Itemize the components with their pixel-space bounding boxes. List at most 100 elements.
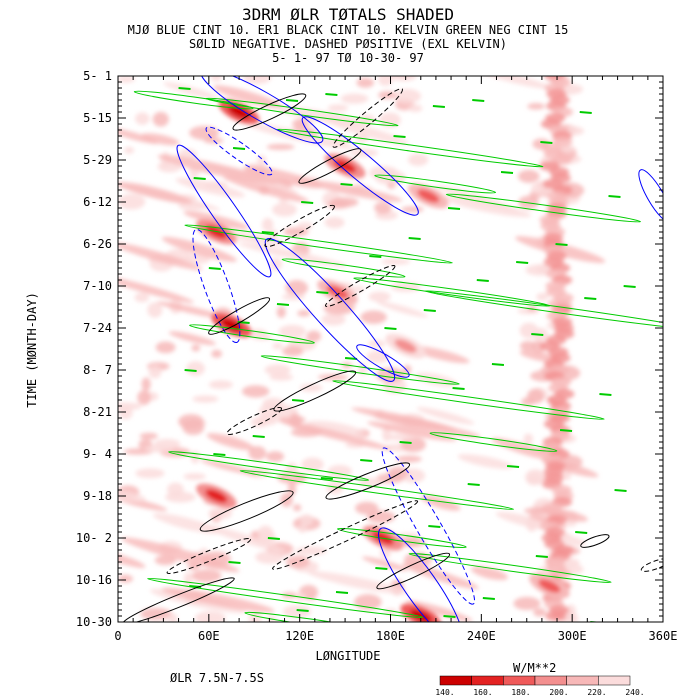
y-tick-label: 5-29 xyxy=(83,153,112,167)
olr-shade-patch xyxy=(536,292,549,301)
olr-shade-patch xyxy=(137,390,151,406)
er1-contour xyxy=(264,204,335,248)
olr-shade-patch xyxy=(276,306,286,318)
mjo-contour xyxy=(638,169,663,223)
olr-shade-patch xyxy=(384,433,416,441)
olr-shade-patch xyxy=(330,197,359,208)
kelvin-contour xyxy=(260,355,460,385)
olr-shade-patch xyxy=(208,507,233,520)
kelvin-dash xyxy=(399,441,412,444)
colorbar-swatch xyxy=(471,675,504,686)
er1-contour xyxy=(580,534,610,548)
chart-title: 3DRM ØLR TØTALS SHADED xyxy=(242,5,454,24)
chart-subtitle-1: MJØ BLUE CINT 10. ER1 BLACK CINT 10. KEL… xyxy=(128,23,569,37)
mjo-contour xyxy=(381,447,476,605)
kelvin-dash xyxy=(208,267,221,270)
kelvin-dash xyxy=(232,147,246,150)
olr-shade-streak xyxy=(118,275,194,303)
olr-shade-patch xyxy=(387,182,396,189)
olr-shade-streak xyxy=(200,459,260,476)
olr-shade-patch xyxy=(167,613,178,622)
colorbar-swatch xyxy=(439,675,472,686)
olr-shade-patch xyxy=(264,364,291,376)
olr-shade-patch xyxy=(321,313,346,326)
kelvin-dash xyxy=(623,285,636,288)
olr-shade-patch xyxy=(368,291,391,302)
x-tick-label: 120E xyxy=(285,629,314,643)
kelvin-dash xyxy=(472,99,485,102)
olr-shade-streak xyxy=(118,127,159,144)
y-tick-label: 10- 2 xyxy=(76,531,112,545)
er1-contour xyxy=(208,297,271,335)
kelvin-dash xyxy=(360,459,373,462)
olr-shade-patch xyxy=(297,222,313,230)
olr-shade-patch xyxy=(269,373,294,381)
y-tick-label: 9-18 xyxy=(83,489,112,503)
kelvin-dash xyxy=(228,561,241,564)
olr-shade-patch xyxy=(255,550,285,564)
y-tick-label: 6-26 xyxy=(83,237,112,251)
colorbar-swatch xyxy=(534,675,567,686)
kelvin-dash xyxy=(178,87,191,90)
olr-shade-patch xyxy=(525,469,546,486)
x-tick-label: 360E xyxy=(649,629,678,643)
kelvin-dash xyxy=(296,609,309,612)
olr-shade-patch xyxy=(140,607,173,621)
olr-shade-patch xyxy=(517,169,540,183)
olr-shade-patch xyxy=(560,145,577,153)
olr-shade-patch xyxy=(241,385,270,398)
y-tick-label: 7-24 xyxy=(83,321,112,335)
kelvin-contour xyxy=(184,224,453,264)
kelvin-dash xyxy=(320,477,333,480)
kelvin-dash xyxy=(393,135,406,138)
olr-shade-patch xyxy=(297,309,311,317)
kelvin-dash xyxy=(340,183,353,186)
kelvin-contour xyxy=(244,611,377,622)
olr-shade-patch xyxy=(261,217,274,232)
kelvin-contour xyxy=(189,324,315,344)
er1-contour xyxy=(273,370,357,412)
er1-contour xyxy=(325,462,411,500)
olr-shade-patch xyxy=(147,302,163,318)
olr-shade-patch xyxy=(191,569,222,583)
olr-shade-patch xyxy=(189,125,220,140)
olr-band-patch xyxy=(551,155,572,165)
colorbar-label: 180. xyxy=(511,688,530,697)
olr-shade-patch xyxy=(269,257,283,271)
kelvin-dash xyxy=(316,291,329,294)
mjo-contour xyxy=(378,527,464,622)
olr-shade-streak xyxy=(161,236,237,262)
olr-shade-patch xyxy=(368,339,386,348)
kelvin-dash xyxy=(443,615,456,618)
olr-shade-patch xyxy=(295,546,327,556)
olr-shade-patch xyxy=(396,455,422,463)
er1-contour xyxy=(272,500,419,570)
olr-shade-patch xyxy=(407,153,429,166)
kelvin-dash xyxy=(285,99,299,102)
olr-shade-streak xyxy=(441,195,532,218)
kelvin-dash xyxy=(608,195,621,198)
y-tick-label: 8- 7 xyxy=(83,363,112,377)
olr-shade-patch xyxy=(403,364,412,375)
olr-shade-patch xyxy=(327,465,352,478)
olr-shade-streak xyxy=(238,242,347,267)
kelvin-dash xyxy=(531,333,544,336)
olr-shade-patch xyxy=(379,112,401,128)
olr-shade-streak xyxy=(153,513,221,534)
er1-contour xyxy=(166,538,252,574)
er1-contours xyxy=(122,88,663,622)
mjo-contour xyxy=(356,344,410,378)
olr-shade-streak xyxy=(118,242,203,271)
olr-shade-patch xyxy=(118,402,142,411)
x-tick-label: 300E xyxy=(558,629,587,643)
olr-shade-streak xyxy=(468,76,552,90)
kelvin-dash xyxy=(213,453,226,456)
olr-shade-patch xyxy=(324,216,345,229)
olr-shade-patch xyxy=(525,264,554,276)
olr-shade-patch xyxy=(282,346,304,357)
olr-shade-patch xyxy=(521,397,535,406)
olr-shade-patch xyxy=(513,596,541,610)
kelvin-dash xyxy=(261,231,274,234)
er1-contour xyxy=(332,88,403,148)
olr-shade-streak xyxy=(141,133,180,146)
